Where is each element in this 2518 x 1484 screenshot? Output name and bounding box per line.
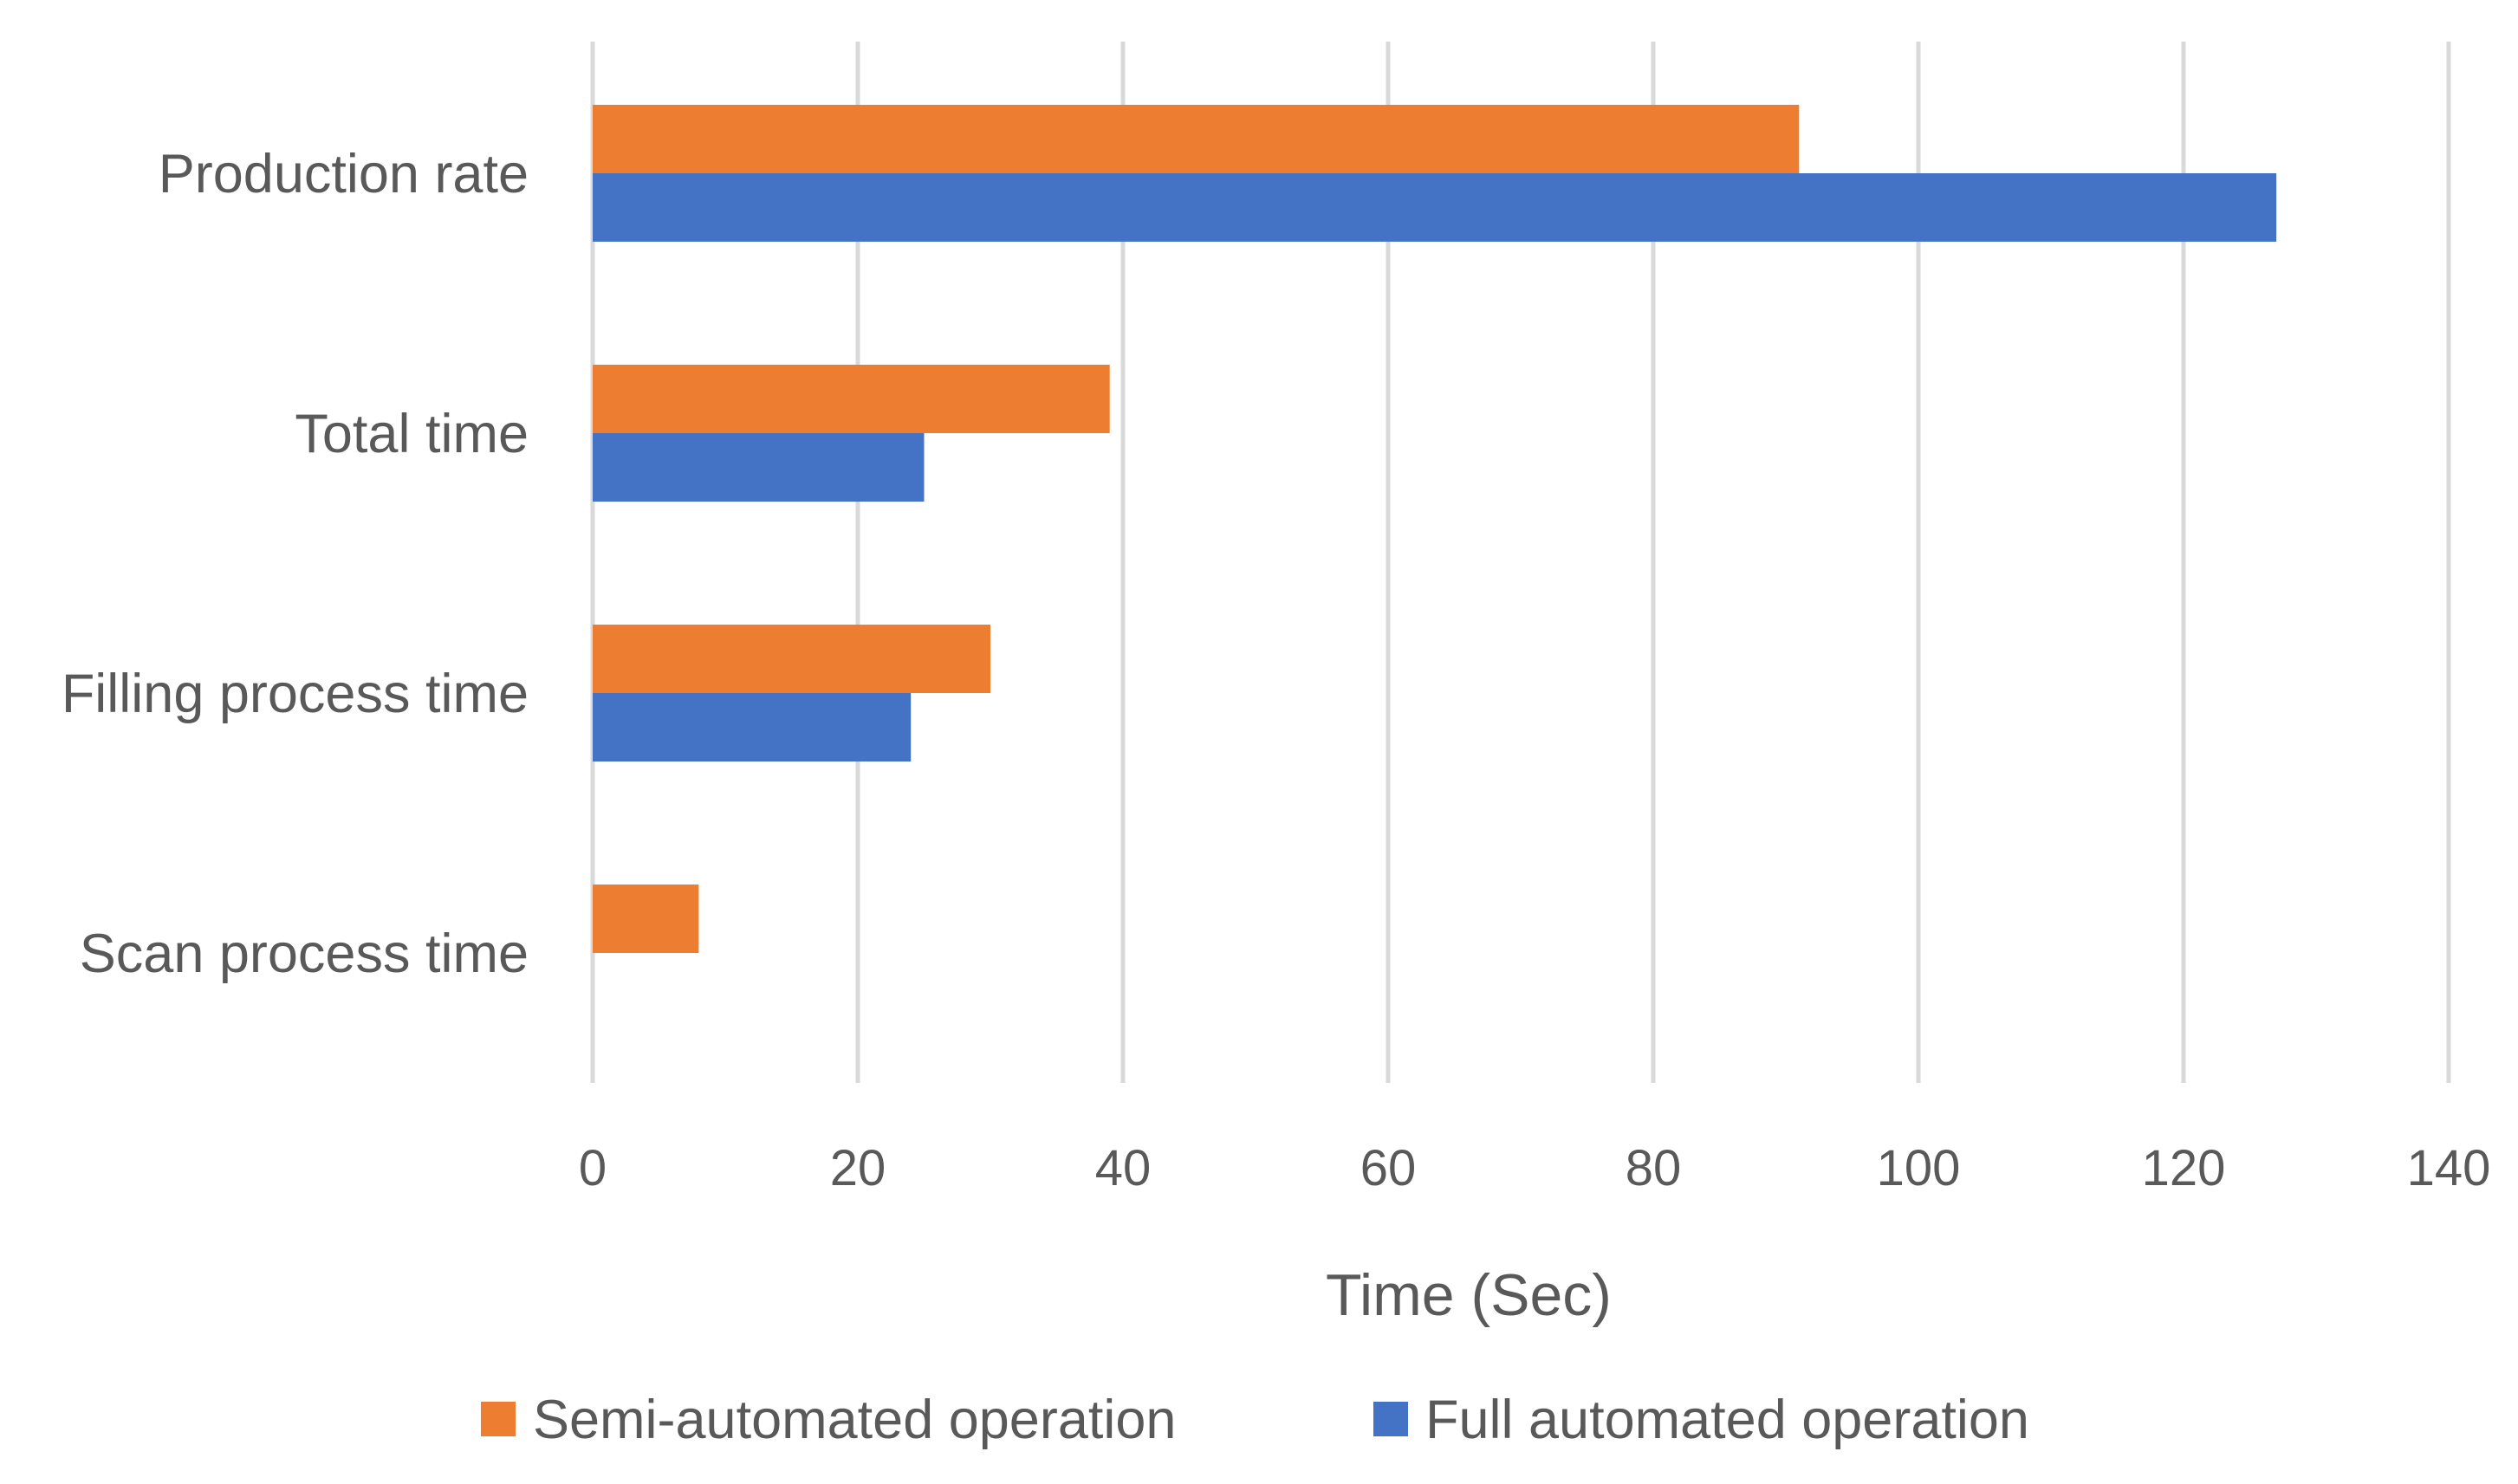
x-tick-label-100: 100: [1877, 1140, 1961, 1196]
x-tick-label-0: 0: [579, 1140, 607, 1196]
x-tick-label-60: 60: [1360, 1140, 1417, 1196]
category-label-total-time: Total time: [295, 404, 529, 464]
category-labels: Production rate Total time Filling process…: [62, 144, 529, 984]
x-tick-label-80: 80: [1626, 1140, 1682, 1196]
x-tick-label-140: 140: [2407, 1140, 2491, 1196]
bar-full-automated-operation-production-rate: [593, 173, 2277, 242]
x-tick-label-20: 20: [830, 1140, 886, 1196]
legend: Semi-automated operation Full automated o…: [481, 1390, 2029, 1450]
category-label-production-rate: Production rate: [159, 144, 529, 204]
bar-semi-automated-operation-filling-process-time: [593, 625, 990, 693]
bar-semi-automated-operation-production-rate: [593, 105, 1800, 173]
bar-semi-automated-operation-total-time: [593, 365, 1110, 433]
bar-semi-automated-operation-scan-process-time: [593, 885, 699, 953]
x-tick-label-40: 40: [1095, 1140, 1152, 1196]
x-axis-title: Time (Sec): [1326, 1262, 1612, 1328]
legend-swatch-semi-automated-operation: [481, 1402, 516, 1436]
bars: [593, 105, 2277, 953]
category-label-scan-process-time: Scan process time: [80, 923, 529, 984]
legend-label-semi-automated-operation: Semi-automated operation: [533, 1390, 1176, 1450]
legend-label-full-automated-operation: Full automated operation: [1425, 1390, 2029, 1450]
category-label-filling-process-time: Filling process time: [62, 664, 529, 724]
bar-full-automated-operation-filling-process-time: [593, 693, 912, 761]
bar-full-automated-operation-total-time: [593, 433, 925, 502]
x-axis-ticks: 0 20 40 60 80 100 120 140: [579, 1140, 2491, 1196]
x-tick-label-120: 120: [2142, 1140, 2226, 1196]
legend-swatch-full-automated-operation: [1373, 1402, 1408, 1436]
